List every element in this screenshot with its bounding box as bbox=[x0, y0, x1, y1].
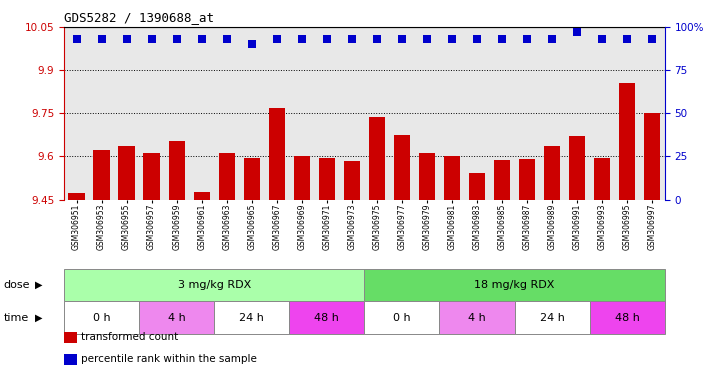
Point bbox=[171, 36, 182, 42]
Point bbox=[597, 36, 608, 42]
Text: 48 h: 48 h bbox=[314, 313, 339, 323]
Text: 24 h: 24 h bbox=[240, 313, 264, 323]
Point bbox=[221, 36, 232, 42]
Text: 3 mg/kg RDX: 3 mg/kg RDX bbox=[178, 280, 251, 290]
Bar bbox=[394, 134, 410, 200]
Bar bbox=[68, 193, 85, 200]
Point bbox=[572, 29, 583, 35]
Bar bbox=[594, 158, 610, 200]
Point bbox=[521, 36, 533, 42]
Point bbox=[621, 36, 633, 42]
Bar bbox=[218, 153, 235, 200]
Point bbox=[646, 36, 658, 42]
Bar bbox=[644, 113, 661, 200]
Bar bbox=[144, 153, 160, 200]
Bar bbox=[369, 117, 385, 200]
Point bbox=[346, 36, 358, 42]
Text: 0 h: 0 h bbox=[393, 313, 411, 323]
Bar bbox=[619, 83, 636, 200]
Bar bbox=[93, 149, 109, 200]
Text: 48 h: 48 h bbox=[615, 313, 640, 323]
Bar bbox=[494, 160, 510, 200]
Bar bbox=[169, 141, 185, 200]
Text: 18 mg/kg RDX: 18 mg/kg RDX bbox=[474, 280, 555, 290]
Bar bbox=[193, 192, 210, 200]
Point bbox=[422, 36, 433, 42]
Point bbox=[146, 36, 157, 42]
Text: time: time bbox=[4, 313, 29, 323]
Bar bbox=[319, 158, 335, 200]
Bar bbox=[294, 156, 310, 200]
Point bbox=[71, 36, 82, 42]
Point bbox=[296, 36, 307, 42]
Text: transformed count: transformed count bbox=[81, 332, 178, 342]
Text: 4 h: 4 h bbox=[168, 313, 186, 323]
Text: percentile rank within the sample: percentile rank within the sample bbox=[81, 354, 257, 364]
Text: ▶: ▶ bbox=[36, 280, 43, 290]
Bar bbox=[544, 146, 560, 200]
Bar bbox=[244, 158, 260, 200]
Bar bbox=[269, 108, 285, 200]
Point bbox=[447, 36, 458, 42]
Bar bbox=[519, 159, 535, 200]
Bar bbox=[569, 136, 585, 200]
Point bbox=[321, 36, 333, 42]
Point bbox=[371, 36, 383, 42]
Text: 0 h: 0 h bbox=[92, 313, 110, 323]
Point bbox=[246, 41, 257, 47]
Point bbox=[396, 36, 407, 42]
Bar bbox=[419, 153, 435, 200]
Bar bbox=[469, 174, 485, 200]
Point bbox=[196, 36, 208, 42]
Text: dose: dose bbox=[4, 280, 30, 290]
Point bbox=[121, 36, 132, 42]
Bar bbox=[343, 161, 360, 200]
Bar bbox=[119, 146, 134, 200]
Point bbox=[471, 36, 483, 42]
Text: ▶: ▶ bbox=[36, 313, 43, 323]
Point bbox=[96, 36, 107, 42]
Text: 4 h: 4 h bbox=[468, 313, 486, 323]
Text: GDS5282 / 1390688_at: GDS5282 / 1390688_at bbox=[64, 12, 214, 25]
Point bbox=[271, 36, 282, 42]
Point bbox=[496, 36, 508, 42]
Point bbox=[547, 36, 558, 42]
Bar bbox=[444, 156, 460, 200]
Text: 24 h: 24 h bbox=[540, 313, 565, 323]
